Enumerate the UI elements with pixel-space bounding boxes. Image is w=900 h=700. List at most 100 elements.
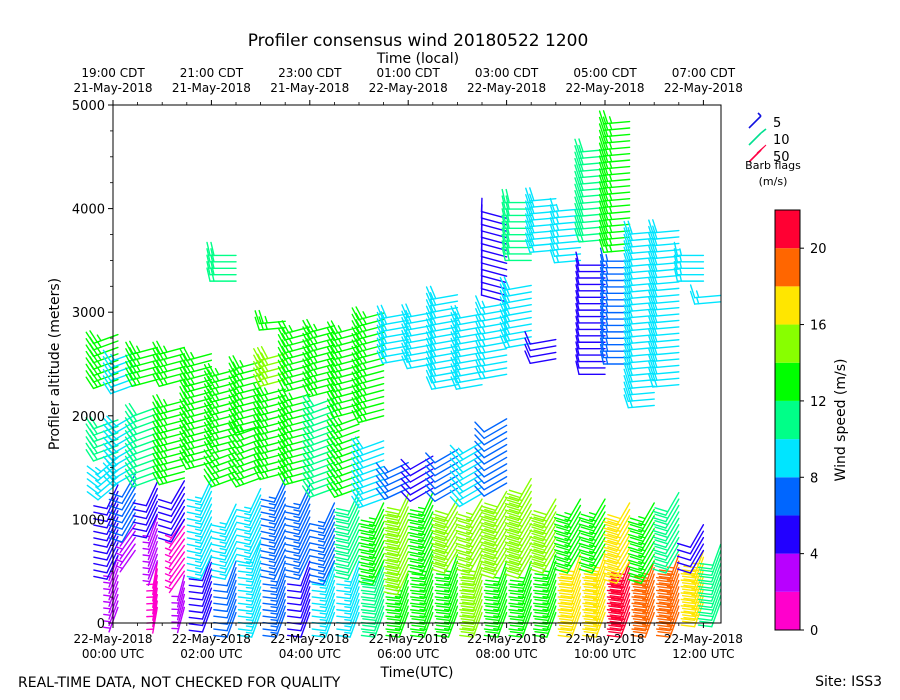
barb-full <box>558 592 574 596</box>
barb-full <box>228 420 237 434</box>
barb-staff <box>300 605 311 632</box>
barb-full <box>302 472 311 486</box>
x-tick-label-time: 04:00 UTC <box>279 647 341 661</box>
barb-full <box>132 527 147 533</box>
barb-full <box>584 569 600 573</box>
barb-half <box>164 534 173 539</box>
wind-barb <box>237 611 262 638</box>
barb-full <box>623 233 629 248</box>
barb-half <box>691 588 700 591</box>
barb-full <box>575 322 580 337</box>
barb-full <box>93 569 108 574</box>
wind-barb <box>425 461 459 477</box>
wind-barb <box>336 605 360 632</box>
wind-barb <box>455 536 483 561</box>
barb-full <box>351 326 360 340</box>
barb-half <box>317 520 326 524</box>
barb-half <box>96 334 102 342</box>
barb-staff <box>483 463 508 478</box>
barb-half <box>163 411 168 420</box>
barb-full <box>351 489 360 502</box>
barb-half <box>263 387 269 395</box>
barb-full <box>460 586 476 590</box>
barb-staff <box>300 592 311 619</box>
barb-full <box>482 525 497 531</box>
barb-half <box>608 225 613 234</box>
barb-full <box>483 583 499 587</box>
barb-full <box>408 551 423 556</box>
barb-full <box>277 395 286 409</box>
wind-barb <box>425 481 459 496</box>
barb-full <box>574 202 580 217</box>
barb-half <box>362 311 367 319</box>
wind-barb <box>459 554 483 580</box>
barb-half <box>337 417 343 425</box>
wind-barb <box>351 357 385 372</box>
barb-full <box>188 584 204 588</box>
barb-full <box>425 286 433 301</box>
barb-full <box>157 518 173 524</box>
barb-full <box>203 421 212 436</box>
barb-full <box>262 615 278 619</box>
barb-half <box>239 392 244 400</box>
barb-full <box>455 536 470 542</box>
barb-full <box>508 521 523 527</box>
barb-full <box>623 285 629 300</box>
barb-staff <box>689 549 705 574</box>
barb-full <box>482 550 497 557</box>
barb-half <box>103 620 112 623</box>
barb-staff <box>226 611 237 638</box>
colorbar-tick-label: 20 <box>810 242 827 257</box>
wind-barb <box>146 568 158 596</box>
barb-legend-entry: 5 <box>748 112 781 131</box>
barb-full <box>583 624 599 628</box>
barb-full <box>124 423 134 437</box>
barb-full <box>93 505 108 510</box>
barb-half <box>608 116 613 124</box>
wind-barb <box>425 455 459 470</box>
barb-full <box>376 311 384 326</box>
barb-staff <box>689 524 705 549</box>
barb-full <box>501 208 506 223</box>
wind-barb <box>311 579 336 606</box>
barb-full <box>475 359 482 374</box>
barb-half <box>362 368 367 377</box>
barb-full <box>408 570 423 575</box>
x-tick-label-date: 22-May-2018 <box>369 632 448 646</box>
barb-half <box>517 589 526 592</box>
barb-full <box>302 459 311 473</box>
barb-full <box>89 415 98 429</box>
barb-full <box>124 436 134 450</box>
wind-barb <box>179 378 213 393</box>
barb-full <box>575 264 580 279</box>
wind-barb <box>311 566 336 593</box>
barb-full <box>508 534 523 540</box>
barb-full <box>608 618 623 622</box>
barb-full <box>631 609 647 613</box>
barb-half <box>337 350 343 359</box>
barb-full <box>655 576 671 580</box>
barb-half <box>268 573 277 577</box>
barb-full <box>425 369 433 384</box>
barb-full <box>383 591 398 596</box>
barb-full <box>459 634 474 638</box>
barb-full <box>654 564 669 571</box>
barb-full <box>575 347 580 363</box>
barb-full <box>188 578 204 582</box>
wind-barb <box>164 564 186 587</box>
barb-full <box>457 532 472 539</box>
barb-full <box>186 550 202 555</box>
barb-half <box>263 393 269 402</box>
barb-half <box>103 626 112 629</box>
barb-full <box>582 615 597 619</box>
wind-barb <box>285 542 311 568</box>
barb-full <box>351 450 360 464</box>
barb-full <box>655 583 671 587</box>
wind-barb <box>409 592 434 619</box>
barb-full <box>558 618 574 622</box>
barb-full <box>152 440 160 454</box>
barb-full <box>532 589 548 593</box>
barb-full <box>409 589 425 593</box>
barb-full <box>632 618 648 622</box>
wind-barb <box>474 424 508 440</box>
